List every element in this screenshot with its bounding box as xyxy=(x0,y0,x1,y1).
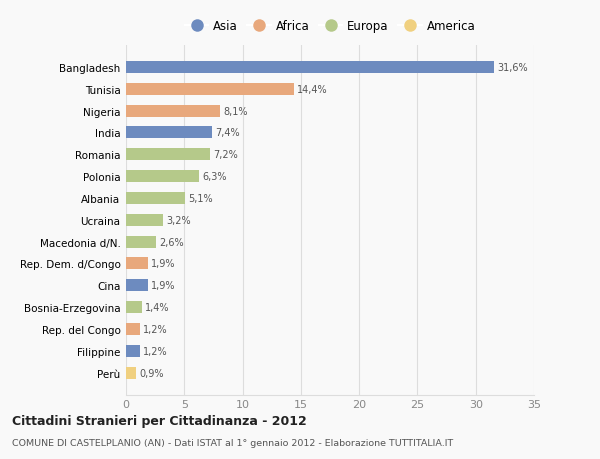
Bar xyxy=(126,258,148,270)
Text: Cittadini Stranieri per Cittadinanza - 2012: Cittadini Stranieri per Cittadinanza - 2… xyxy=(12,414,307,428)
Text: 1,2%: 1,2% xyxy=(143,325,167,334)
Text: 7,4%: 7,4% xyxy=(215,128,240,138)
Text: COMUNE DI CASTELPLANIO (AN) - Dati ISTAT al 1° gennaio 2012 - Elaborazione TUTTI: COMUNE DI CASTELPLANIO (AN) - Dati ISTAT… xyxy=(12,438,453,447)
Bar xyxy=(126,302,142,313)
Bar xyxy=(126,62,494,74)
Text: 14,4%: 14,4% xyxy=(297,84,328,95)
Bar xyxy=(126,149,210,161)
Text: 7,2%: 7,2% xyxy=(213,150,238,160)
Bar xyxy=(126,323,140,335)
Legend: Asia, Africa, Europa, America: Asia, Africa, Europa, America xyxy=(181,17,479,37)
Text: 31,6%: 31,6% xyxy=(497,63,528,73)
Bar xyxy=(126,127,212,139)
Text: 1,2%: 1,2% xyxy=(143,346,167,356)
Text: 5,1%: 5,1% xyxy=(188,194,213,203)
Bar xyxy=(126,214,163,226)
Bar xyxy=(126,84,294,95)
Text: 1,4%: 1,4% xyxy=(145,302,170,313)
Bar xyxy=(126,171,199,183)
Bar xyxy=(126,236,157,248)
Text: 2,6%: 2,6% xyxy=(159,237,184,247)
Text: 1,9%: 1,9% xyxy=(151,259,176,269)
Text: 6,3%: 6,3% xyxy=(202,172,227,182)
Text: 0,9%: 0,9% xyxy=(139,368,164,378)
Bar xyxy=(126,345,140,357)
Text: 8,1%: 8,1% xyxy=(223,106,248,116)
Bar xyxy=(126,192,185,205)
Text: 3,2%: 3,2% xyxy=(166,215,191,225)
Bar xyxy=(126,106,220,118)
Text: 1,9%: 1,9% xyxy=(151,281,176,291)
Bar xyxy=(126,280,148,292)
Bar xyxy=(126,367,136,379)
